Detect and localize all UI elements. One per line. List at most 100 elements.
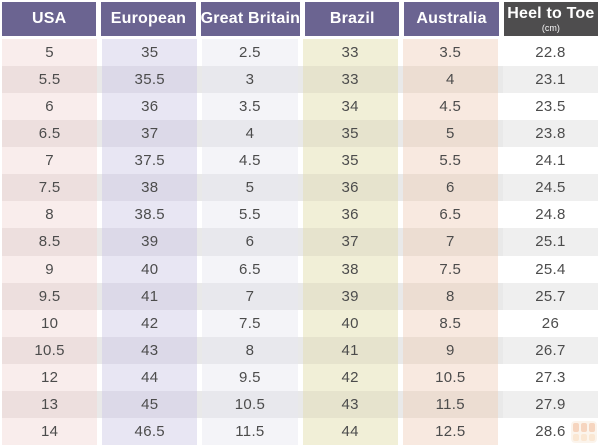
column-header-label: European	[110, 10, 187, 27]
table-cell: 38	[102, 174, 198, 202]
table-row: 8.5 39 6 37 7 25.1	[2, 228, 599, 256]
table-row: 7.5 38 5 36 6 24.5	[2, 174, 599, 202]
table-cell: 40	[102, 255, 198, 283]
table-cell: 9	[2, 255, 98, 283]
table-row: 12 44 9.5 42 10.5 27.3	[2, 363, 599, 391]
table-cell: 11.5	[402, 390, 498, 418]
table-cell: 24.5	[502, 174, 599, 202]
table-cell: 40	[302, 309, 398, 337]
grid-logo-cell	[589, 434, 595, 441]
table-row: 8 38.5 5.5 36 6.5 24.8	[2, 201, 599, 229]
table-cell: 7	[2, 147, 98, 175]
column-header-great-britain: Great Britain	[200, 2, 301, 36]
table-cell: 8.5	[402, 309, 498, 337]
table-cell: 6	[402, 174, 498, 202]
table-cell: 26	[502, 309, 599, 337]
table-cell: 10	[2, 309, 98, 337]
table-cell: 5	[2, 39, 98, 67]
table-cell: 11.5	[202, 417, 298, 445]
table-cell: 4.5	[202, 147, 298, 175]
table-cell: 2.5	[202, 39, 298, 67]
table-row: 5 35 2.5 33 3.5 22.8	[2, 39, 599, 67]
table-cell: 9.5	[202, 363, 298, 391]
table-cell: 6.5	[402, 201, 498, 229]
table-row: 10.5 43 8 41 9 26.7	[2, 336, 599, 364]
column-header-label: USA	[31, 10, 67, 27]
table-row: 6 36 3.5 34 4.5 23.5	[2, 93, 599, 121]
table-cell: 26.7	[502, 336, 599, 364]
column-header-label: Australia	[416, 10, 487, 27]
table-cell: 36	[302, 174, 398, 202]
table-cell: 4	[202, 120, 298, 148]
table-cell: 7.5	[402, 255, 498, 283]
table-cell: 25.4	[502, 255, 599, 283]
table-cell: 4.5	[402, 93, 498, 121]
table-row: 10 42 7.5 40 8.5 26	[2, 309, 599, 337]
column-header-label: Brazil	[329, 10, 375, 27]
column-header-heel-to-toe: Heel to Toe (cm)	[503, 2, 598, 36]
table-cell: 8	[402, 282, 498, 310]
table-cell: 24.1	[502, 147, 599, 175]
column-header-australia: Australia	[404, 2, 499, 36]
table-cell: 27.3	[502, 363, 599, 391]
table-cell: 23.8	[502, 120, 599, 148]
column-header-label: Great Britain	[200, 10, 301, 27]
table-cell: 34	[302, 93, 398, 121]
table-row: 9 40 6.5 38 7.5 25.4	[2, 255, 599, 283]
table-cell: 7	[402, 228, 498, 256]
table-cell: 8	[2, 201, 98, 229]
table-cell: 23.1	[502, 66, 599, 94]
column-header-usa: USA	[2, 2, 97, 36]
table-cell: 42	[102, 309, 198, 337]
table-cell: 10.5	[402, 363, 498, 391]
table-cell: 36	[302, 201, 398, 229]
table-cell: 27.9	[502, 390, 599, 418]
grid-logo-cell	[589, 423, 595, 432]
table-cell: 44	[102, 363, 198, 391]
table-cell: 36	[102, 93, 198, 121]
table-cell: 6.5	[202, 255, 298, 283]
table-cell: 44	[302, 417, 398, 445]
table-cell: 5	[202, 174, 298, 202]
table-cell: 39	[302, 282, 398, 310]
table-cell: 41	[302, 336, 398, 364]
table-cell: 25.7	[502, 282, 599, 310]
table-cell: 5.5	[202, 201, 298, 229]
table-cell: 37	[102, 120, 198, 148]
table-header-row: USA European Great Britain Brazil Austra…	[2, 2, 598, 36]
table-cell: 8.5	[2, 228, 98, 256]
table-cell: 13	[2, 390, 98, 418]
column-header-label: Heel to Toe	[507, 4, 595, 22]
table-row: 9.5 41 7 39 8 25.7	[2, 282, 599, 310]
table-cell: 45	[102, 390, 198, 418]
grid-logo-cell	[573, 423, 579, 432]
table-row: 14 46.5 11.5 44 12.5 28.6	[2, 417, 599, 445]
table-cell: 3.5	[202, 93, 298, 121]
table-cell: 14	[2, 417, 98, 445]
table-cell: 38.5	[102, 201, 198, 229]
table-cell: 35	[302, 120, 398, 148]
table-row: 7 37.5 4.5 35 5.5 24.1	[2, 147, 599, 175]
column-header-european: European	[101, 2, 196, 36]
table-cell: 23.5	[502, 93, 599, 121]
table-cell: 38	[302, 255, 398, 283]
table-cell: 6	[2, 93, 98, 121]
table-cell: 43	[102, 336, 198, 364]
table-cell: 12	[2, 363, 98, 391]
table-cell: 6	[202, 228, 298, 256]
table-row: 13 45 10.5 43 11.5 27.9	[2, 390, 599, 418]
table-cell: 7.5	[2, 174, 98, 202]
table-body: 5 35 2.5 33 3.5 22.8 5.5 35.5 3 33 4 23.1 6 36 3.5 34 4.…	[2, 39, 599, 445]
table-cell: 3.5	[402, 39, 498, 67]
table-cell: 24.8	[502, 201, 599, 229]
table-cell: 10.5	[2, 336, 98, 364]
table-cell: 12.5	[402, 417, 498, 445]
table-cell: 33	[302, 39, 398, 67]
table-cell: 33	[302, 66, 398, 94]
table-cell: 7	[202, 282, 298, 310]
table-cell: 46.5	[102, 417, 198, 445]
table-cell: 8	[202, 336, 298, 364]
grid-logo-cell	[573, 434, 579, 441]
table-cell: 9.5	[2, 282, 98, 310]
